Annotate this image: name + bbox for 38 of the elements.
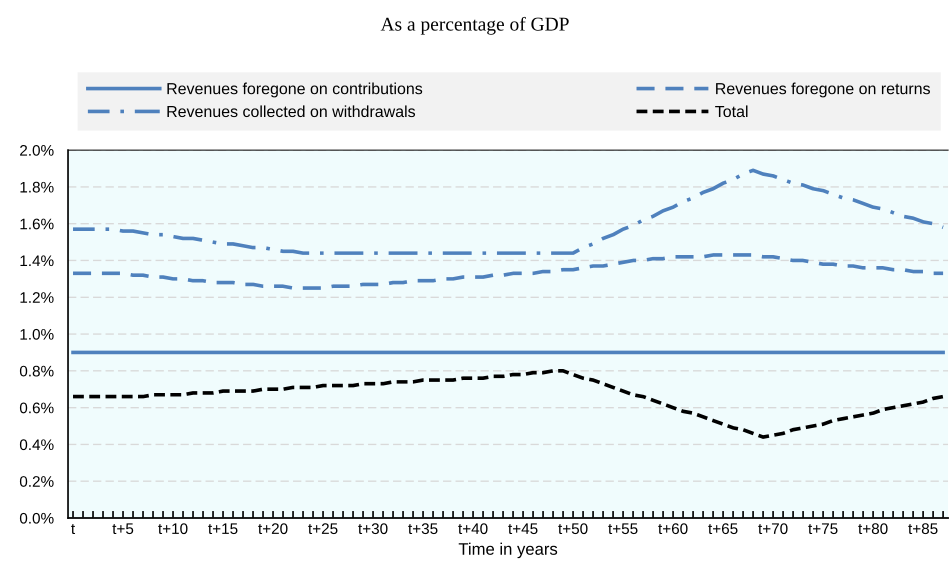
y-tick-label: 1.6% bbox=[20, 218, 54, 230]
line-series bbox=[71, 253, 945, 290]
y-tick-label: 0.0% bbox=[20, 512, 54, 524]
line-series bbox=[71, 168, 945, 255]
x-tick-label: t+40 bbox=[458, 523, 488, 534]
y-tick-label: 0.6% bbox=[20, 402, 54, 414]
x-tick-label: t+25 bbox=[308, 523, 338, 534]
y-tick-label: 1.0% bbox=[20, 328, 54, 340]
x-tick-label: t+10 bbox=[158, 523, 188, 534]
x-tick-label: t+35 bbox=[408, 523, 438, 534]
x-tick-label: t+30 bbox=[358, 523, 388, 534]
chart-title: As a percentage of GDP bbox=[380, 16, 569, 35]
legend-label: Revenues foregone on returns bbox=[716, 82, 930, 98]
x-tick-label: t+5 bbox=[112, 523, 134, 534]
x-tick-label: t+15 bbox=[208, 523, 238, 534]
y-tick-label: 0.2% bbox=[20, 476, 54, 487]
y-tick-label: 1.2% bbox=[20, 292, 54, 303]
x-tick-label: t+45 bbox=[508, 523, 538, 534]
x-tick-label: t+55 bbox=[608, 523, 638, 534]
legend-label: Revenues collected on withdrawals bbox=[167, 105, 416, 118]
legend-label: Total bbox=[715, 105, 748, 118]
y-tick-label: 1.4% bbox=[20, 255, 54, 266]
y-tick-label: 1.8% bbox=[20, 182, 54, 193]
line-series bbox=[71, 369, 945, 439]
x-tick-label: t+80 bbox=[858, 523, 888, 534]
x-tick-label: t+75 bbox=[808, 523, 838, 534]
x-tick-label: t+65 bbox=[708, 523, 738, 534]
x-tick-label: t+85 bbox=[908, 523, 938, 534]
x-tick-label: t+50 bbox=[558, 523, 588, 534]
x-tick-label: t+20 bbox=[258, 523, 288, 534]
x-tick-label: t bbox=[71, 524, 76, 534]
y-tick-label: 2.0% bbox=[20, 144, 54, 156]
legend-label: Revenues foregone on contributions bbox=[167, 82, 422, 98]
y-tick-label: 0.4% bbox=[20, 439, 54, 450]
x-tick-label: t+60 bbox=[658, 523, 688, 534]
x-axis-title: Time in years bbox=[458, 542, 558, 558]
y-tick-label: 0.8% bbox=[20, 366, 54, 377]
x-tick-label: t+70 bbox=[758, 523, 788, 534]
